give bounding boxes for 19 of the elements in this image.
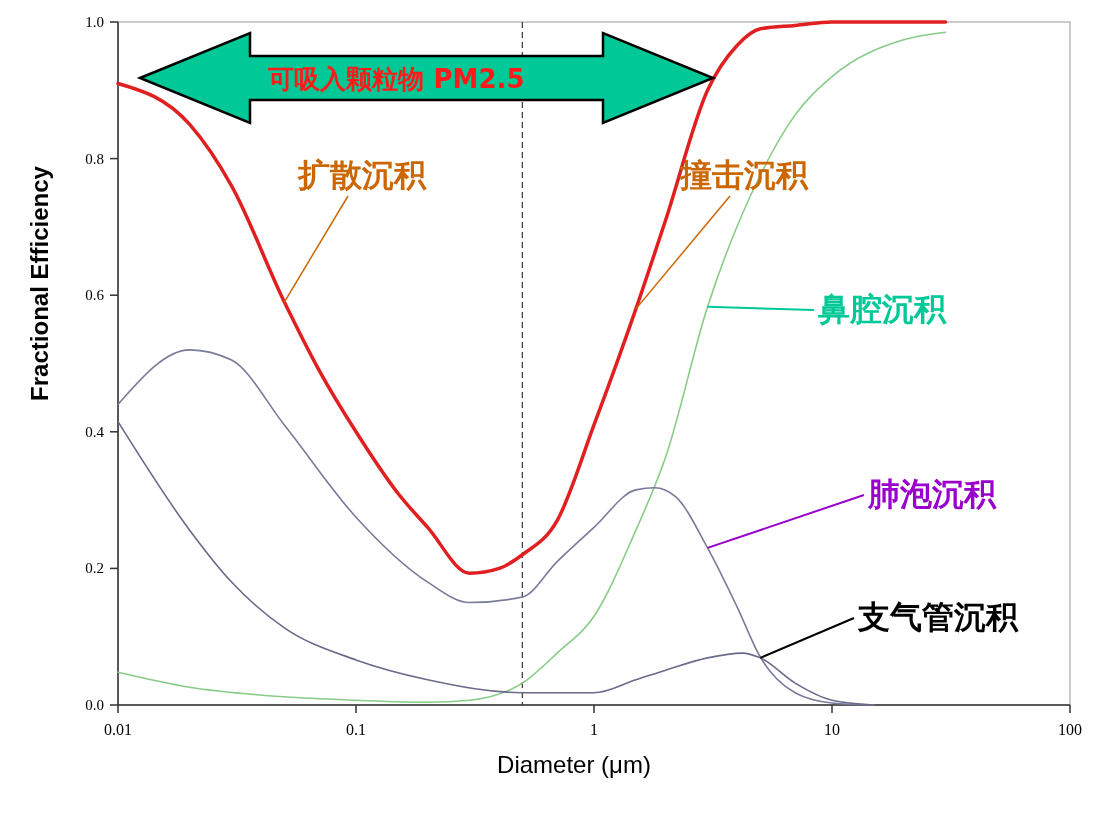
y-tick-label: 0.4 xyxy=(85,423,105,440)
x-tick-label: 0.1 xyxy=(346,721,366,738)
y-axis-title: Fractional Efficiency xyxy=(26,165,53,401)
x-tick-label: 0.01 xyxy=(104,721,132,738)
annotation: 鼻腔沉积 xyxy=(818,290,947,328)
x-tick-label: 10 xyxy=(824,721,840,738)
y-tick-label: 1.0 xyxy=(85,14,104,30)
x-tick-label: 1 xyxy=(590,721,598,738)
x-axis-title: Diameter (μm) xyxy=(497,751,651,778)
y-tick-label: 0.6 xyxy=(85,287,105,304)
y-tick-label: 0.2 xyxy=(85,560,104,577)
annotation: 支气管沉积 xyxy=(857,598,1019,636)
y-tick-label: 0.0 xyxy=(85,697,104,713)
annotation: 可吸入颗粒物 PM2.5 xyxy=(267,64,525,94)
y-tick-label: 0.8 xyxy=(85,150,104,167)
x-tick-label: 100 xyxy=(1058,721,1082,738)
annotation: 扩散沉积 xyxy=(297,156,427,194)
annotation: 肺泡沉积 xyxy=(867,475,997,513)
annotation: 撞击沉积 xyxy=(679,156,809,194)
